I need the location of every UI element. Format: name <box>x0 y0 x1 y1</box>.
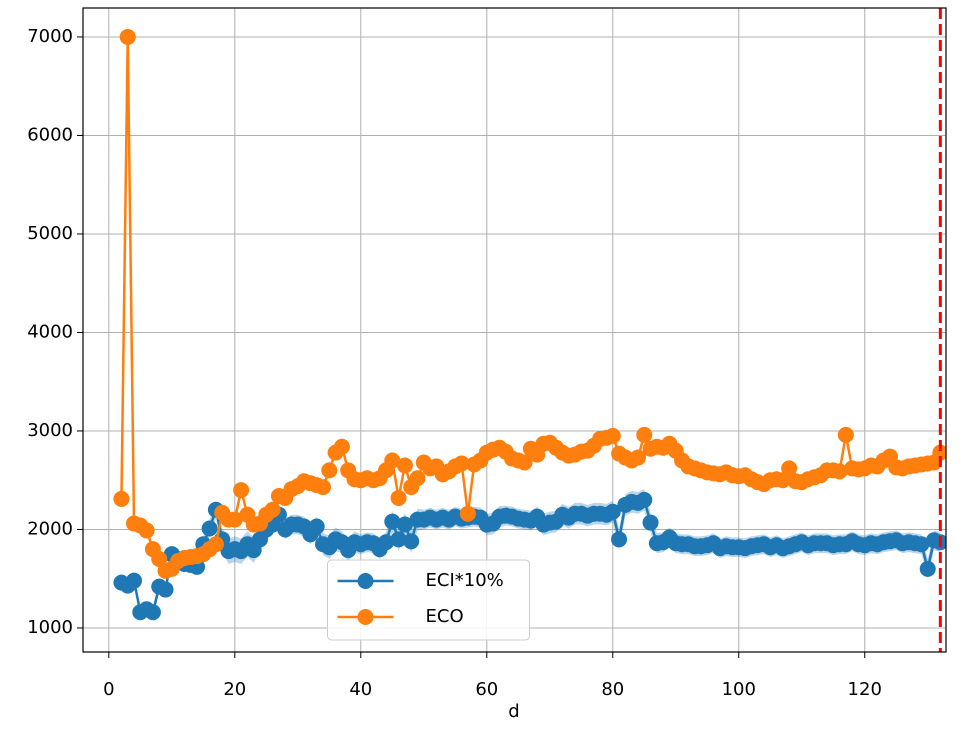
y-tick-label: 4000 <box>27 321 73 342</box>
point <box>831 463 848 480</box>
point <box>453 455 470 472</box>
x-tick-label: 40 <box>349 679 372 700</box>
point <box>629 449 646 466</box>
point <box>119 28 136 45</box>
point <box>604 427 621 444</box>
point <box>264 501 281 518</box>
point <box>226 511 243 528</box>
point <box>390 531 407 548</box>
point <box>636 491 653 508</box>
point <box>384 452 401 469</box>
point <box>333 438 350 455</box>
point <box>913 536 930 553</box>
legend-label: ECO <box>426 606 464 627</box>
point <box>315 479 332 496</box>
legend-marker <box>357 609 374 625</box>
point <box>642 514 659 531</box>
x-axis-label: d <box>508 701 519 722</box>
x-tick-label: 0 <box>103 679 114 700</box>
point <box>377 534 394 551</box>
point <box>459 505 476 522</box>
y-tick-label: 6000 <box>27 124 73 145</box>
point <box>396 516 413 533</box>
x-tick-label: 100 <box>722 679 756 700</box>
point <box>308 518 325 535</box>
plot-layer <box>113 28 946 621</box>
point <box>774 472 791 489</box>
point <box>384 513 401 530</box>
x-tick-label: 120 <box>848 679 882 700</box>
point <box>207 536 224 553</box>
point <box>151 551 168 568</box>
y-tick-label: 5000 <box>27 223 73 244</box>
y-tick-label: 7000 <box>27 26 73 47</box>
point <box>113 490 130 507</box>
point <box>157 581 174 598</box>
point <box>233 482 250 499</box>
point <box>396 457 413 474</box>
point <box>932 444 946 461</box>
point <box>390 489 407 506</box>
point <box>919 560 936 577</box>
y-tick-label: 2000 <box>27 518 73 539</box>
point <box>604 503 621 520</box>
point <box>138 522 155 539</box>
point <box>144 604 161 621</box>
x-tick-label: 80 <box>601 679 624 700</box>
y-tick-label: 3000 <box>27 420 73 441</box>
point <box>409 470 426 487</box>
point <box>837 426 854 443</box>
y-tick-label: 1000 <box>27 617 73 638</box>
point <box>321 462 338 479</box>
axes-frame <box>82 7 947 653</box>
x-tick-label: 60 <box>475 679 498 700</box>
x-tick-label: 20 <box>223 679 246 700</box>
point <box>201 520 218 537</box>
point <box>611 531 628 548</box>
legend-marker <box>357 573 374 589</box>
point <box>781 460 798 477</box>
point <box>516 454 533 471</box>
point <box>403 533 420 550</box>
legend-label: ECI*10% <box>426 570 504 591</box>
point <box>636 426 653 443</box>
point <box>126 572 143 589</box>
